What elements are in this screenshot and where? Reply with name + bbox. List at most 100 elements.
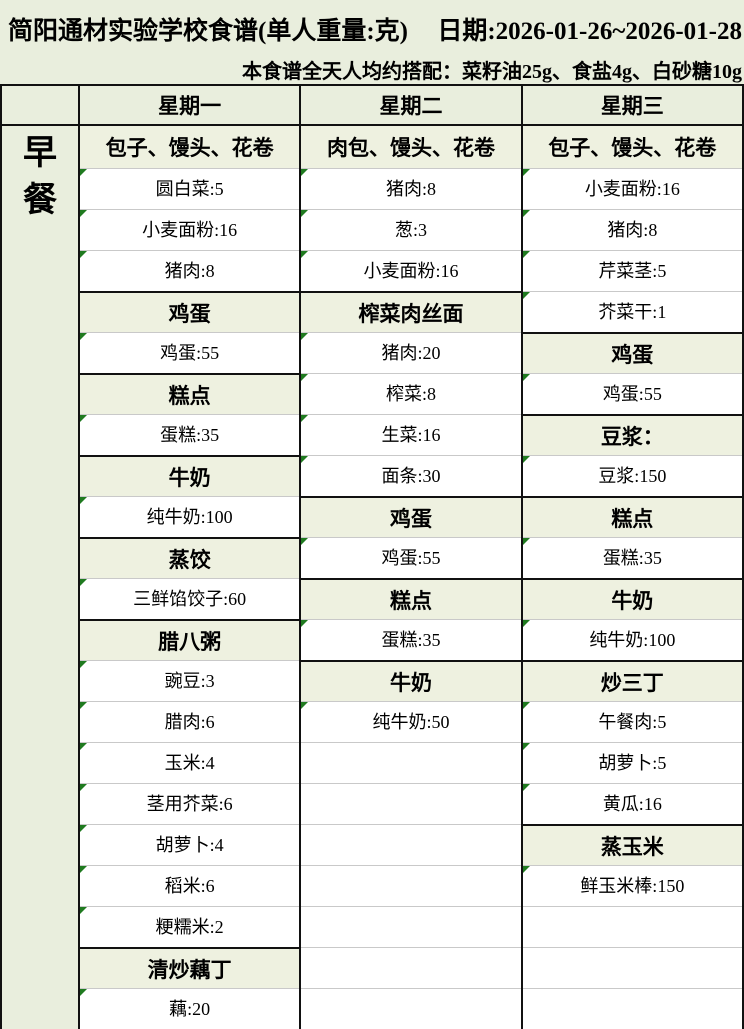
dish-name-cell[interactable]: 蒸玉米 [522,824,742,865]
ingredient-cell[interactable]: 黄瓜:16 [522,783,742,824]
ingredient-cell[interactable]: 蛋糕:35 [522,537,742,578]
ingredient-text: 三鲜馅饺子:60 [133,589,247,609]
ingredient-cell[interactable]: 纯牛奶:100 [522,619,742,660]
ingredient-cell[interactable]: 蛋糕:35 [80,414,300,455]
dish-name-cell[interactable]: 豆浆： [522,414,742,455]
ingredient-cell[interactable]: 午餐肉:5 [522,701,742,742]
empty-cell[interactable] [301,865,521,906]
ingredient-cell[interactable]: 面条:30 [301,455,521,496]
day-header-tuesday[interactable]: 星期二 [301,86,521,126]
dish-name-cell[interactable]: 糕点 [80,373,300,414]
ingredient-text: 玉米:4 [164,753,215,773]
empty-cell[interactable] [301,947,521,988]
dish-name-cell[interactable]: 肉包、馒头、花卷 [301,126,521,168]
ingredient-cell[interactable]: 胡萝卜:4 [80,824,300,865]
ingredient-text: 蛋糕:35 [160,425,220,445]
ingredient-cell[interactable]: 猪肉:8 [522,209,742,250]
ingredient-cell[interactable]: 芥菜干:1 [522,291,742,332]
ingredient-cell[interactable]: 猪肉:8 [80,250,300,291]
menu-table: 早餐 星期一 包子、馒头、花卷 圆白菜:5 小麦面粉:16 猪肉:8 鸡蛋 鸡蛋:55 糕点… [0,84,744,1029]
dish-name-cell[interactable]: 包子、馒头、花卷 [80,126,300,168]
daily-allowance-note: 本食谱全天人均约搭配：菜籽油25g、食盐4g、白砂糖10g [242,60,742,83]
ingredient-text: 芹菜茎:5 [598,261,667,281]
comment-marker-icon [80,210,87,217]
empty-cell[interactable] [301,906,521,947]
dish-name-text: 炒三丁 [600,670,664,695]
ingredient-cell[interactable]: 纯牛奶:50 [301,701,521,742]
dish-name-cell[interactable]: 腊八粥 [80,619,300,660]
ingredient-cell[interactable]: 鲜玉米棒:150 [522,865,742,906]
dish-name-cell[interactable]: 牛奶 [80,455,300,496]
ingredient-cell[interactable]: 蛋糕:35 [301,619,521,660]
empty-cell[interactable] [522,906,742,947]
empty-cell[interactable] [301,824,521,865]
day-cells-tuesday: 肉包、馒头、花卷 猪肉:8 葱:3 小麦面粉:16 榨菜肉丝面 猪肉:20 榨菜:8 生菜:1… [301,126,521,1029]
page-title: 简阳通材实验学校食谱(单人重量:克) [8,18,408,45]
ingredient-cell[interactable]: 鸡蛋:55 [522,373,742,414]
dish-name-cell[interactable]: 牛奶 [522,578,742,619]
ingredient-cell[interactable]: 纯牛奶:100 [80,496,300,537]
dish-name-cell[interactable]: 榨菜肉丝面 [301,291,521,332]
ingredient-cell[interactable]: 葱:3 [301,209,521,250]
comment-marker-icon [301,374,309,381]
dish-name-text: 腊八粥 [158,629,222,654]
day-header-monday[interactable]: 星期一 [80,86,300,126]
comment-marker-icon [80,907,87,914]
comment-marker-icon [301,251,309,258]
ingredient-cell[interactable]: 茎用芥菜:6 [80,783,300,824]
ingredient-text: 鸡蛋:55 [602,384,662,404]
comment-marker-icon [522,784,530,791]
ingredient-cell[interactable]: 三鲜馅饺子:60 [80,578,300,619]
ingredient-cell[interactable]: 鸡蛋:55 [301,537,521,578]
ingredient-cell[interactable]: 玉米:4 [80,742,300,783]
dish-name-cell[interactable]: 蒸饺 [80,537,300,578]
comment-marker-icon [301,702,309,709]
ingredient-cell[interactable]: 鸡蛋:55 [80,332,300,373]
empty-cell[interactable] [522,988,742,1029]
ingredient-text: 榨菜:8 [385,384,436,404]
comment-marker-icon [522,169,530,176]
ingredient-text: 茎用芥菜:6 [146,794,233,814]
day-column-monday: 星期一 包子、馒头、花卷 圆白菜:5 小麦面粉:16 猪肉:8 鸡蛋 鸡蛋:55 糕点蛋糕:… [78,86,300,1029]
day-header-wednesday[interactable]: 星期三 [522,86,742,126]
dish-name-cell[interactable]: 炒三丁 [522,660,742,701]
dish-name-cell[interactable]: 清炒藕丁 [80,947,300,988]
comment-marker-icon [80,251,87,258]
empty-cell[interactable] [522,947,742,988]
ingredient-cell[interactable]: 小麦面粉:16 [301,250,521,291]
ingredient-cell[interactable]: 豌豆:3 [80,660,300,701]
ingredient-text: 猪肉:8 [164,261,215,281]
meal-label-breakfast: 早餐 [2,126,78,224]
dish-name-cell[interactable]: 糕点 [522,496,742,537]
ingredient-text: 纯牛奶:100 [146,507,233,527]
ingredient-cell[interactable]: 圆白菜:5 [80,168,300,209]
ingredient-cell[interactable]: 粳糯米:2 [80,906,300,947]
dish-name-cell[interactable]: 牛奶 [301,660,521,701]
comment-marker-icon [522,538,530,545]
dish-name-text: 清炒藕丁 [147,957,232,982]
ingredient-cell[interactable]: 小麦面粉:16 [80,209,300,250]
corner-cell[interactable] [2,86,78,126]
ingredient-cell[interactable]: 腊肉:6 [80,701,300,742]
ingredient-cell[interactable]: 生菜:16 [301,414,521,455]
ingredient-cell[interactable]: 胡萝卜:5 [522,742,742,783]
ingredient-cell[interactable]: 藕:20 [80,988,300,1029]
ingredient-cell[interactable]: 榨菜:8 [301,373,521,414]
ingredient-cell[interactable]: 猪肉:8 [301,168,521,209]
dish-name-cell[interactable]: 鸡蛋 [301,496,521,537]
dish-name-cell[interactable]: 鸡蛋 [80,291,300,332]
ingredient-cell[interactable]: 猪肉:20 [301,332,521,373]
dish-name-cell[interactable]: 糕点 [301,578,521,619]
dish-name-text: 鸡蛋 [389,506,432,531]
ingredient-cell[interactable]: 小麦面粉:16 [522,168,742,209]
dish-name-cell[interactable]: 包子、馒头、花卷 [522,126,742,168]
ingredient-cell[interactable]: 稻米:6 [80,865,300,906]
empty-cell[interactable] [301,988,521,1029]
comment-marker-icon [80,333,87,340]
ingredient-cell[interactable]: 豆浆:150 [522,455,742,496]
dish-name-cell[interactable]: 鸡蛋 [522,332,742,373]
ingredient-cell[interactable]: 芹菜茎:5 [522,250,742,291]
empty-cell[interactable] [301,783,521,824]
empty-cell[interactable] [301,742,521,783]
